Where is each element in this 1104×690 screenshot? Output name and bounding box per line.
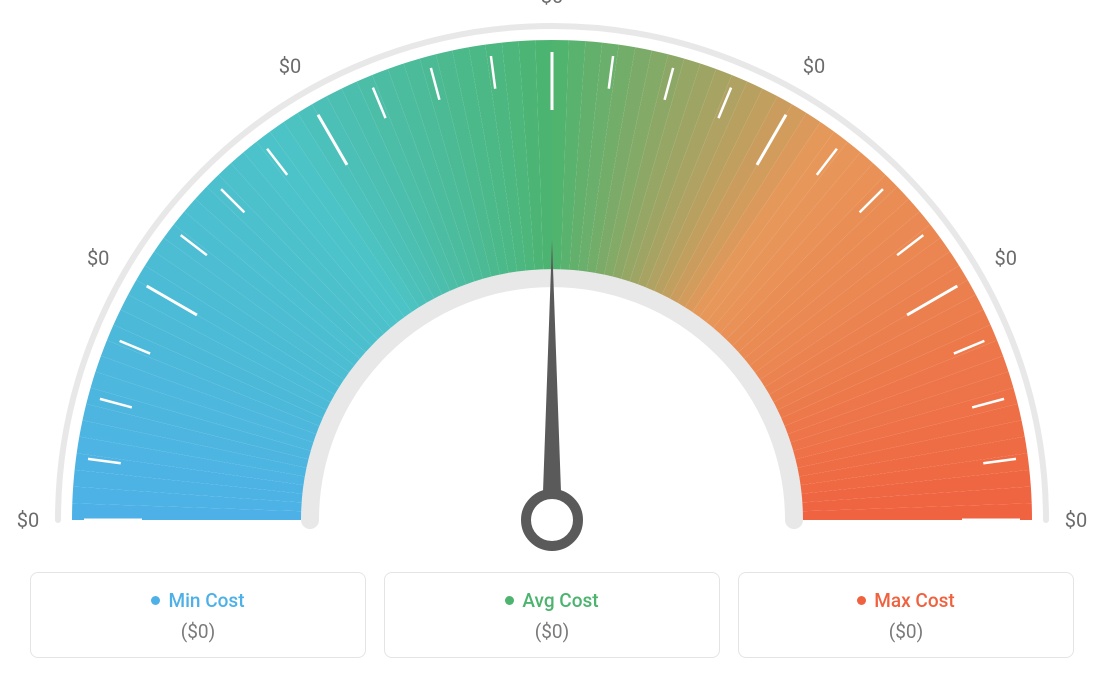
gauge-tick-label: $0 [87, 246, 109, 270]
legend-card-min: Min Cost ($0) [30, 572, 366, 658]
legend-dot-avg [505, 596, 514, 605]
gauge-tick-label: $0 [541, 0, 563, 8]
gauge-chart-container: $0 $0 $0 $0 $0 $0 $0 Min Cost ($0) Avg Cost ($… [0, 0, 1104, 690]
legend-value-min: ($0) [181, 620, 215, 643]
legend-text-max: Max Cost [874, 589, 954, 612]
gauge-tick-label: $0 [1065, 508, 1087, 532]
legend-dot-max [857, 596, 866, 605]
legend-card-avg: Avg Cost ($0) [384, 572, 720, 658]
legend-text-min: Min Cost [168, 589, 244, 612]
legend-label-min: Min Cost [151, 589, 244, 612]
legend-label-max: Max Cost [857, 589, 954, 612]
gauge-tick-label: $0 [995, 246, 1017, 270]
legend-row: Min Cost ($0) Avg Cost ($0) Max Cost ($0… [30, 572, 1074, 658]
legend-dot-min [151, 596, 160, 605]
legend-value-avg: ($0) [535, 620, 569, 643]
legend-label-avg: Avg Cost [505, 589, 598, 612]
legend-value-max: ($0) [889, 620, 923, 643]
gauge-area: $0 $0 $0 $0 $0 $0 $0 [0, 0, 1104, 560]
gauge-tick-label: $0 [17, 508, 39, 532]
gauge-svg [0, 0, 1104, 560]
legend-card-max: Max Cost ($0) [738, 572, 1074, 658]
legend-text-avg: Avg Cost [522, 589, 598, 612]
gauge-tick-label: $0 [803, 54, 825, 78]
gauge-tick-label: $0 [279, 54, 301, 78]
